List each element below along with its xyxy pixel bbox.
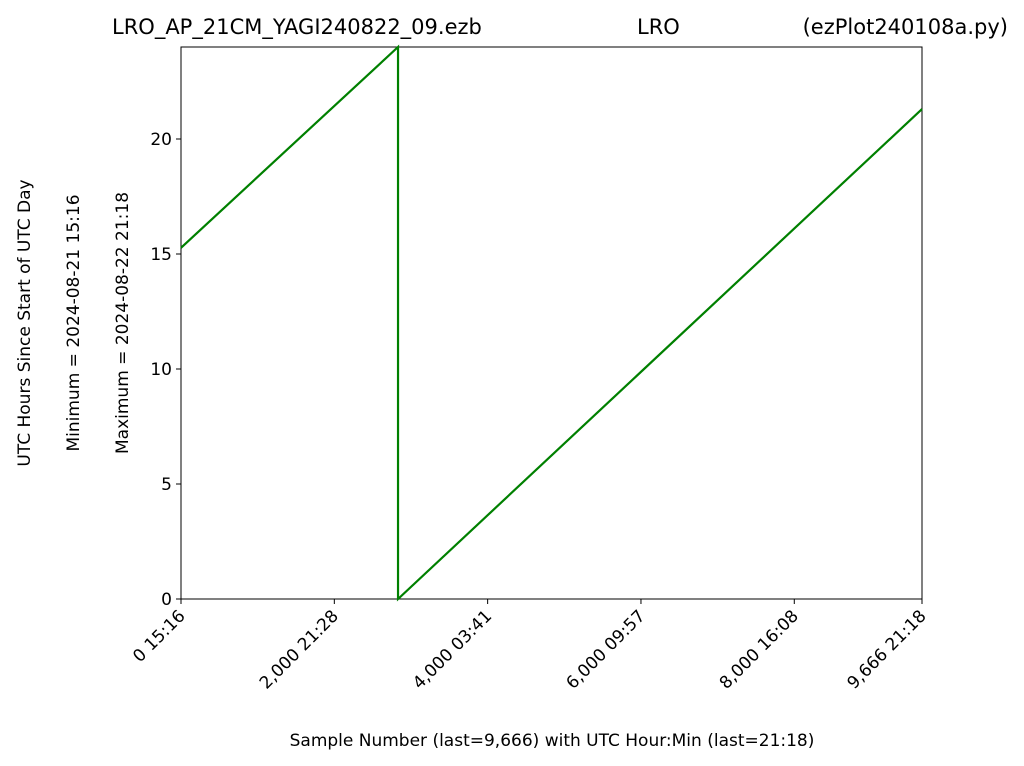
- x-axis-label: Sample Number (last=9,666) with UTC Hour…: [290, 731, 815, 751]
- y-tick-label: 15: [150, 245, 172, 265]
- chart-title: LRO_AP_21CM_YAGI240822_09.ezb: [112, 15, 482, 40]
- y-tick-label: 0: [161, 590, 172, 610]
- x-tick-label: 8,000 16:08: [716, 606, 803, 693]
- chart-title: (ezPlot240108a.py): [803, 15, 1008, 39]
- y-axis-label: Minimum = 2024-08-21 15:16: [64, 194, 84, 451]
- y-axis-label: Maximum = 2024-08-22 21:18: [113, 192, 133, 454]
- y-tick-label: 10: [150, 360, 172, 380]
- x-tick-label: 0 15:16: [129, 606, 189, 666]
- plot-frame: [180, 46, 923, 600]
- x-tick-label: 2,000 21:28: [256, 606, 343, 693]
- data-line: [180, 44, 923, 602]
- chart-title: LRO: [637, 15, 680, 39]
- x-tick-label: 9,666 21:18: [844, 606, 931, 693]
- y-tick-label: 5: [161, 475, 172, 495]
- x-tick-label: 4,000 03:41: [409, 606, 496, 693]
- x-tick-label: 6,000 09:57: [562, 606, 649, 693]
- y-axis-label: UTC Hours Since Start of UTC Day: [15, 179, 35, 466]
- y-tick-label: 20: [150, 130, 172, 150]
